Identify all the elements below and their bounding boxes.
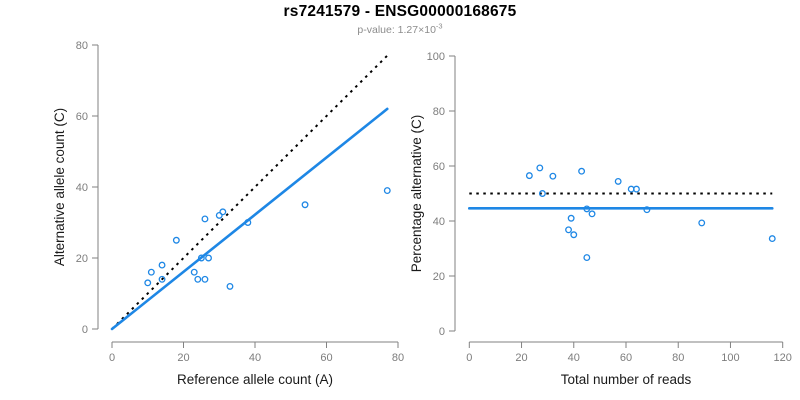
data-point — [172, 236, 180, 244]
data-point — [147, 268, 155, 276]
x-tick-label: 100 — [721, 352, 739, 364]
y-axis-title: Percentage alternative (C) — [409, 115, 424, 273]
data-point — [538, 190, 546, 197]
y-tick-label: 60 — [433, 161, 445, 173]
data-point — [383, 187, 391, 194]
data-point — [588, 210, 596, 218]
y-tick-label: 20 — [433, 271, 445, 283]
data-point — [570, 231, 578, 239]
data-point — [549, 172, 557, 180]
identity-line — [111, 54, 388, 330]
data-point — [632, 185, 640, 193]
data-point — [197, 254, 205, 262]
data-point — [614, 177, 622, 185]
x-tick-label: 60 — [320, 352, 332, 364]
x-tick-label: 80 — [672, 352, 684, 364]
data-point — [583, 205, 591, 213]
x-axis-title: Reference allele count (A) — [177, 372, 333, 387]
data-point — [525, 172, 533, 180]
data-point — [158, 275, 166, 283]
data-point — [201, 215, 209, 223]
figure-subtitle: p-value: 1.27×10-3 — [0, 21, 800, 36]
y-tick-label: 40 — [76, 182, 88, 194]
data-point — [698, 219, 706, 227]
x-tick-label: 0 — [109, 352, 115, 364]
data-point — [567, 214, 575, 222]
allele-counts-plot: 0 20 40 60 80 0 20 40 60 80 Reference allele count… — [52, 40, 404, 387]
data-point — [205, 254, 212, 262]
x-tick-label: 120 — [774, 352, 792, 364]
data-point — [583, 254, 591, 262]
x-tick-label: 40 — [568, 352, 580, 364]
y-axis-title: Alternative allele count (C) — [52, 108, 67, 266]
y-tick-label: 40 — [433, 216, 445, 228]
data-point — [190, 268, 198, 276]
data-point — [565, 226, 572, 234]
data-point — [194, 275, 202, 283]
fit-line — [110, 107, 389, 331]
y-tick-label: 80 — [433, 106, 445, 118]
data-point — [226, 282, 234, 290]
y-tick-label: 60 — [76, 111, 88, 123]
data-point — [768, 235, 776, 243]
x-tick-label: 80 — [392, 352, 404, 364]
y-tick-label: 0 — [82, 324, 88, 336]
x-tick-label: 20 — [177, 352, 189, 364]
y-tick-label: 20 — [76, 253, 88, 265]
x-tick-label: 60 — [620, 352, 632, 364]
x-tick-label: 0 — [466, 352, 472, 364]
subtitle-exponent: -3 — [435, 21, 443, 31]
y-tick-label: 100 — [427, 51, 445, 63]
data-point — [244, 219, 252, 226]
y-tick-label: 80 — [76, 40, 88, 52]
data-point — [578, 167, 586, 175]
data-point — [158, 261, 166, 269]
data-point — [144, 279, 152, 287]
x-tick-label: 40 — [249, 352, 261, 364]
data-point — [201, 275, 209, 283]
figure-title: rs7241579 - ENSG00000168675 — [283, 3, 517, 20]
data-point — [536, 164, 544, 172]
y-tick-label: 0 — [439, 326, 445, 338]
data-point — [219, 208, 227, 216]
x-tick-label: 20 — [515, 352, 527, 364]
data-point — [643, 206, 651, 214]
subtitle-text: p-value: 1.27×10 — [357, 23, 436, 36]
percentage-vs-reads-plot: 0 20 40 60 80 100 0 20 40 60 80 100 120 Total number … — [409, 51, 792, 387]
data-point — [301, 201, 309, 209]
data-point — [215, 211, 223, 219]
x-axis-title: Total number of reads — [561, 372, 692, 387]
figure-header: rs7241579 - ENSG00000168675 p-value: 1.2… — [0, 3, 800, 36]
